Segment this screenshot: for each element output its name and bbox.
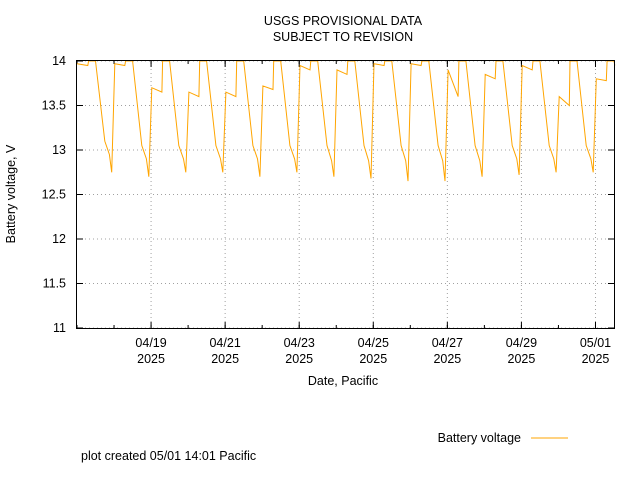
- series-line-battery-voltage: [76, 60, 616, 182]
- x-axis-label: Date, Pacific: [308, 374, 378, 388]
- y-tick-label: 11.5: [43, 277, 66, 291]
- x-tick-label: 04/27: [432, 336, 463, 350]
- x-tick-label: 04/29: [506, 336, 537, 350]
- y-axis: 11 11.5 12 12.5 13 13.5 14: [42, 54, 614, 335]
- x-tick-year: 2025: [137, 352, 165, 366]
- y-tick-label: 11: [53, 321, 66, 335]
- x-tick-label: 04/21: [209, 336, 240, 350]
- x-tick-year: 2025: [211, 352, 239, 366]
- chart-subtitle: SUBJECT TO REVISION: [273, 30, 413, 44]
- x-tick-label: 04/25: [358, 336, 389, 350]
- y-tick-label: 14: [52, 54, 66, 68]
- y-tick-label: 13.5: [42, 99, 66, 113]
- x-tick-label: 05/01: [580, 336, 611, 350]
- plot-created-note: plot created 05/01 14:01 Pacific: [81, 449, 256, 463]
- x-tick-year: 2025: [359, 352, 387, 366]
- legend-label: Battery voltage: [438, 431, 521, 445]
- x-axis: 04/19 2025 04/21 2025 04/23 2025 04/25 2025 04/2…: [76, 61, 611, 366]
- y-tick-label: 12.5: [42, 188, 66, 202]
- chart-title: USGS PROVISIONAL DATA: [264, 14, 423, 28]
- x-tick-label: 04/19: [135, 336, 166, 350]
- x-tick-year: 2025: [433, 352, 461, 366]
- grid: [77, 60, 614, 329]
- y-tick-label: 12: [52, 232, 66, 246]
- y-tick-label: 13: [52, 143, 66, 157]
- x-tick-year: 2025: [582, 352, 610, 366]
- x-tick-year: 2025: [285, 352, 313, 366]
- legend: Battery voltage: [438, 431, 568, 445]
- plot-frame: [76, 60, 615, 329]
- x-tick-year: 2025: [508, 352, 536, 366]
- x-tick-label: 04/23: [284, 336, 315, 350]
- y-axis-label: Battery voltage, V: [4, 144, 18, 243]
